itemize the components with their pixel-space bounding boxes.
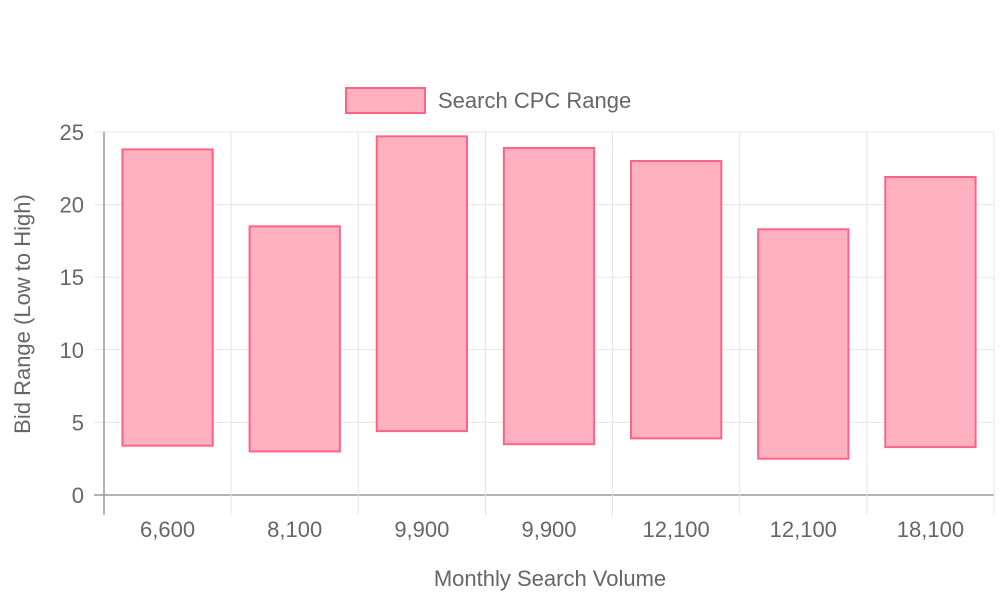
y-tick-label: 15	[60, 265, 84, 290]
y-tick-label: 5	[72, 410, 84, 435]
x-tick-label: 6,600	[140, 517, 195, 542]
y-axis-title: Bid Range (Low to High)	[10, 194, 35, 434]
y-tick-label: 10	[60, 338, 84, 363]
x-tick-label: 12,100	[770, 517, 837, 542]
range-bar[interactable]	[884, 176, 977, 449]
range-bar[interactable]	[630, 160, 723, 440]
y-tick-label: 25	[60, 120, 84, 145]
range-bar[interactable]	[121, 148, 214, 447]
range-bar[interactable]	[502, 146, 596, 446]
x-tick-label: 12,100	[642, 517, 709, 542]
x-axis-title: Monthly Search Volume	[434, 566, 666, 591]
y-tick-label: 20	[60, 193, 84, 218]
y-tick-labels: 0 5 10 15 20 25	[60, 120, 84, 508]
legend[interactable]: Search CPC Range	[345, 87, 631, 114]
y-tick-label: 0	[72, 483, 84, 508]
x-tick-label: 9,900	[394, 517, 449, 542]
range-bar[interactable]	[248, 225, 341, 453]
x-tick-label: 18,100	[897, 517, 964, 542]
range-bar[interactable]	[375, 135, 468, 433]
x-tick-label: 8,100	[267, 517, 322, 542]
bars	[121, 135, 977, 460]
x-tick-label: 9,900	[521, 517, 576, 542]
legend-label: Search CPC Range	[438, 88, 631, 113]
legend-swatch	[345, 87, 426, 114]
range-bar[interactable]	[757, 228, 850, 460]
x-tick-labels: 6,600 8,100 9,900 9,900 12,100 12,100 18,100	[140, 517, 964, 542]
